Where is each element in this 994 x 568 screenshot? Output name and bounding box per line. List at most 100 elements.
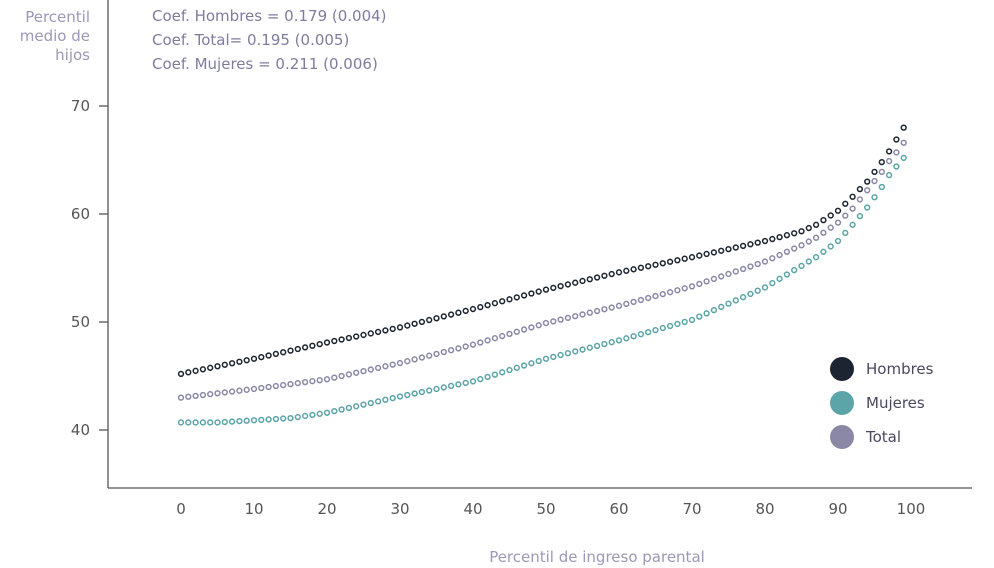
data-point — [323, 339, 331, 346]
data-point — [265, 352, 272, 359]
data-point — [396, 359, 404, 367]
y-ticks: 40 50 60 70 — [71, 97, 108, 439]
data-point — [718, 273, 725, 280]
data-point — [258, 384, 265, 392]
data-point — [338, 406, 345, 413]
data-point — [710, 249, 718, 256]
data-point — [382, 327, 389, 334]
data-point — [535, 322, 542, 329]
data-point — [747, 263, 754, 270]
data-point — [674, 287, 681, 294]
data-point — [842, 200, 849, 207]
data-point — [272, 415, 280, 423]
data-point — [681, 255, 688, 262]
x-tick-label: 50 — [536, 500, 555, 518]
data-point — [287, 414, 294, 422]
data-point — [389, 325, 396, 333]
data-point — [754, 260, 761, 268]
data-point — [798, 228, 805, 235]
y-axis-label-line: Percentil — [25, 8, 90, 26]
data-point — [338, 372, 345, 380]
data-point — [652, 326, 659, 334]
data-point — [214, 390, 221, 397]
data-point — [834, 237, 842, 245]
data-point — [440, 384, 447, 391]
data-point — [374, 398, 382, 405]
data-point — [871, 194, 878, 201]
legend-label-hombres: Hombres — [866, 360, 934, 378]
data-point — [411, 390, 418, 397]
data-point — [280, 415, 287, 422]
data-point — [593, 342, 601, 350]
data-point — [382, 396, 389, 403]
data-point — [192, 392, 199, 400]
data-point — [447, 382, 455, 390]
data-points — [177, 124, 907, 426]
data-point — [820, 248, 827, 255]
x-tick-label: 90 — [828, 500, 847, 518]
y-axis-label-line: medio de — [19, 27, 90, 45]
data-point — [739, 242, 747, 250]
data-point — [185, 393, 192, 400]
data-point — [564, 281, 572, 288]
data-point — [776, 275, 783, 282]
data-point — [754, 239, 761, 246]
data-point — [462, 379, 469, 387]
data-point — [601, 340, 608, 348]
data-point — [462, 343, 469, 350]
data-point — [177, 370, 185, 377]
data-point — [579, 311, 586, 318]
data-point — [396, 324, 404, 331]
data-point — [199, 366, 207, 373]
data-point — [491, 300, 499, 307]
data-point — [871, 177, 878, 185]
data-point — [747, 241, 754, 248]
data-point — [520, 362, 528, 369]
data-point — [426, 387, 433, 394]
data-point — [732, 268, 739, 275]
data-point — [769, 279, 776, 287]
data-point — [185, 419, 192, 426]
data-point — [805, 238, 812, 245]
data-point — [484, 302, 491, 309]
data-point — [294, 379, 301, 387]
data-point — [761, 258, 769, 265]
data-point — [462, 307, 469, 315]
x-tick-label: 100 — [897, 500, 926, 518]
data-point — [608, 339, 615, 346]
data-point — [856, 186, 864, 193]
data-point — [834, 207, 842, 214]
data-point — [207, 364, 214, 371]
data-point — [491, 371, 499, 378]
data-point — [309, 411, 316, 419]
data-point — [827, 212, 834, 219]
data-point — [221, 418, 228, 426]
data-point — [477, 303, 484, 311]
data-point — [827, 224, 834, 231]
data-point — [374, 364, 382, 372]
data-point — [389, 394, 396, 402]
data-point — [791, 267, 798, 274]
data-point — [812, 234, 820, 241]
data-point — [805, 258, 812, 265]
data-point — [849, 221, 856, 228]
data-point — [345, 404, 353, 412]
data-point — [864, 178, 871, 185]
x-tick-label: 60 — [609, 500, 628, 518]
data-point — [579, 277, 586, 285]
data-point — [900, 154, 907, 161]
data-point — [681, 285, 688, 292]
legend-label-total: Total — [866, 428, 902, 446]
data-point — [696, 252, 703, 259]
data-point — [572, 313, 579, 320]
data-point — [433, 385, 440, 393]
data-point — [243, 357, 250, 364]
data-point — [791, 230, 798, 237]
data-point — [783, 248, 791, 255]
series-hombres — [177, 124, 907, 377]
data-point — [856, 196, 864, 203]
data-point — [499, 369, 506, 376]
data-point — [703, 250, 710, 258]
data-point — [615, 269, 623, 276]
data-point — [666, 322, 674, 330]
